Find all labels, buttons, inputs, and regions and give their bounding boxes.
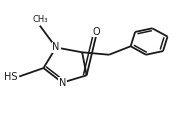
Text: HS: HS <box>4 72 17 82</box>
Text: CH₃: CH₃ <box>32 15 48 24</box>
Text: N: N <box>59 78 66 88</box>
Text: O: O <box>93 27 100 37</box>
Text: N: N <box>52 42 60 52</box>
